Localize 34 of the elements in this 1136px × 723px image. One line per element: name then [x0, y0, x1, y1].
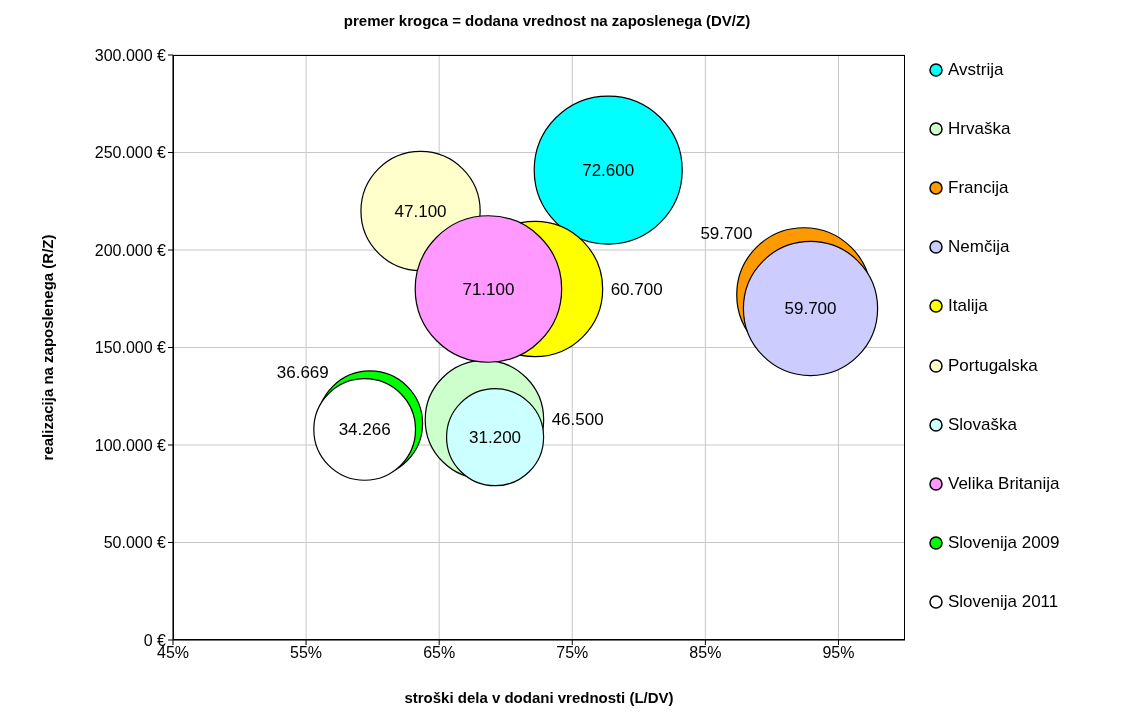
- data-label: 60.700: [610, 279, 663, 299]
- legend-label: Slovenija 2011: [948, 592, 1059, 613]
- x-axis-title: stroški dela v dodani vrednosti (L/DV): [404, 688, 674, 706]
- legend-label: Nemčija: [948, 237, 1010, 258]
- data-label: 71.100: [462, 279, 515, 299]
- y-tick-label: 250.000 €: [94, 144, 167, 162]
- data-label: 72.600: [582, 160, 635, 180]
- chart-title: premer krogca = dodana vrednost na zaposlenega (DV/Z): [342, 12, 752, 29]
- y-tick-label: 50.000 €: [103, 534, 167, 552]
- legend-label: Velika Britanija: [948, 473, 1060, 494]
- legend-label: Italija: [948, 296, 988, 317]
- y-tick-label: 100.000 €: [94, 436, 167, 454]
- legend-label: Francija: [948, 177, 1009, 198]
- y-tick-label: 200.000 €: [94, 241, 167, 259]
- x-tick-label: 65%: [423, 644, 456, 662]
- y-tick-label: 300.000 €: [94, 46, 167, 64]
- x-tick-label: 75%: [556, 644, 589, 662]
- legend-label: Slovenija 2009: [948, 533, 1060, 554]
- x-tick-label: 55%: [290, 644, 323, 662]
- data-label: 47.100: [394, 201, 447, 221]
- data-label: 59.700: [700, 223, 753, 243]
- legend-label: Hrvaška: [948, 118, 1011, 139]
- legend-label: Avstrija: [948, 59, 1004, 80]
- data-label: 34.266: [338, 419, 391, 439]
- y-axis-title: realizacija na zaposlenega (R/Z): [39, 234, 57, 461]
- y-tick-label: 150.000 €: [94, 339, 167, 357]
- legend-label: Slovaška: [948, 414, 1017, 435]
- x-tick-label: 85%: [689, 644, 722, 662]
- data-label: 46.500: [551, 410, 604, 430]
- x-tick-label: 95%: [822, 644, 855, 662]
- data-label: 59.700: [784, 299, 837, 318]
- data-label: 31.200: [469, 427, 522, 447]
- data-label: 36.669: [276, 362, 329, 382]
- legend-label: Portugalska: [948, 355, 1038, 376]
